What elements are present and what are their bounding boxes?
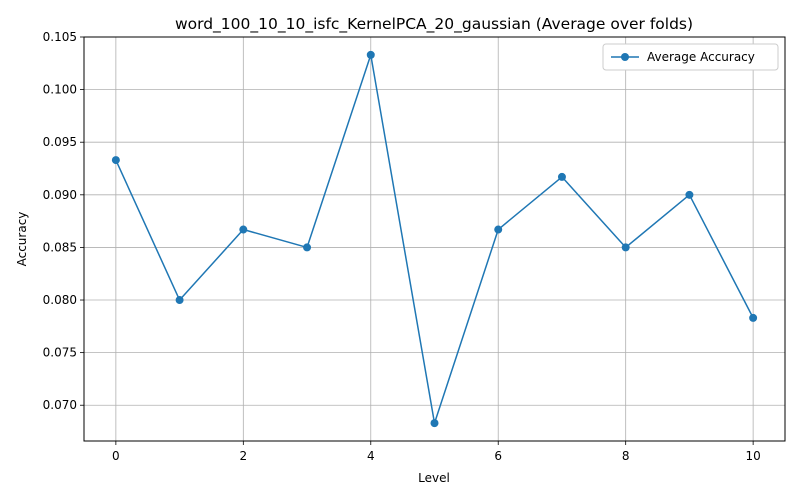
data-point xyxy=(430,419,439,428)
data-point xyxy=(494,225,503,234)
y-tick-label: 0.105 xyxy=(43,30,77,44)
legend: Average Accuracy xyxy=(602,43,779,71)
axis-ticks: 0 2 4 6 8 10 0.070 0.075 0.080 0.085 0.090 0.095 0.1… xyxy=(43,30,761,463)
grid-lines xyxy=(84,36,785,441)
x-tick-label: 10 xyxy=(745,449,760,463)
y-tick-label: 0.090 xyxy=(43,188,77,202)
data-point xyxy=(303,243,312,252)
data-point xyxy=(685,190,694,199)
y-tick-label: 0.070 xyxy=(43,398,77,412)
y-tick-label: 0.080 xyxy=(43,293,77,307)
x-axis-label: Level xyxy=(418,471,450,485)
x-tick-label: 6 xyxy=(494,449,502,463)
y-tick-label: 0.075 xyxy=(43,346,77,360)
y-tick-label: 0.085 xyxy=(43,240,77,254)
series-line xyxy=(115,54,754,424)
data-point xyxy=(239,225,248,234)
x-tick-label: 0 xyxy=(112,449,120,463)
y-tick-label: 0.100 xyxy=(43,83,77,97)
legend-marker-swatch xyxy=(621,53,629,61)
data-point xyxy=(175,296,184,305)
data-point xyxy=(111,156,120,165)
x-tick-label: 8 xyxy=(622,449,630,463)
data-point xyxy=(366,50,375,59)
x-tick-label: 4 xyxy=(367,449,375,463)
chart-title: word_100_10_10_isfc_KernelPCA_20_gaussia… xyxy=(175,15,693,34)
y-axis-label: Accuracy xyxy=(15,212,29,267)
data-series xyxy=(111,50,758,428)
data-point xyxy=(749,313,758,322)
plot-area-frame xyxy=(83,36,786,442)
y-tick-label: 0.095 xyxy=(43,135,77,149)
x-tick-label: 2 xyxy=(239,449,247,463)
legend-box xyxy=(602,43,779,71)
data-point xyxy=(621,243,630,252)
data-point xyxy=(557,172,566,181)
legend-label: Average Accuracy xyxy=(647,50,755,64)
